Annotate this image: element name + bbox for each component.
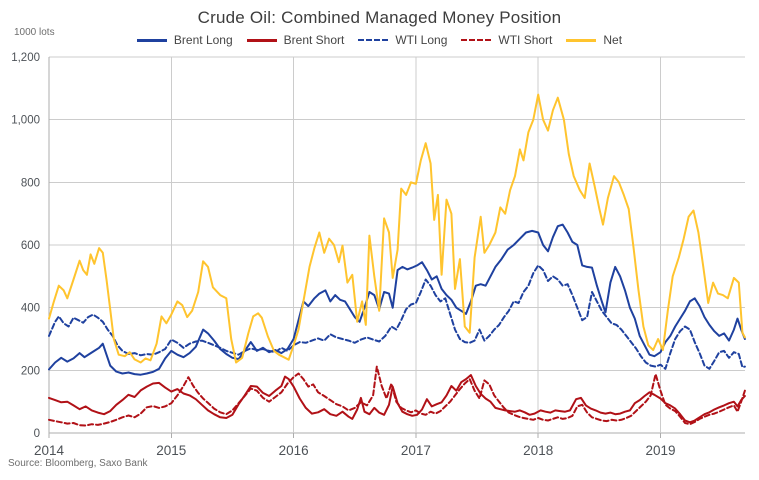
x-tick-label: 2018: [523, 443, 553, 458]
x-tick-label: 2016: [279, 443, 309, 458]
series-line-wti-short: [48, 365, 746, 427]
y-tick-label: 1,200: [11, 52, 40, 64]
source-note: Source: Bloomberg, Saxo Bank: [8, 458, 148, 469]
x-tick-label: 2015: [156, 443, 186, 458]
dashed-line-swatch-icon: [358, 39, 389, 41]
legend-item-brent-long: Brent Long: [136, 33, 233, 47]
legend-label: Net: [603, 33, 623, 47]
legend-label: WTI Short: [498, 33, 553, 47]
legend-label: WTI Long: [395, 33, 448, 47]
series-line-brent-short: [48, 374, 746, 424]
dashed-line-swatch-icon: [461, 39, 492, 41]
legend-item-wti-long: WTI Long: [358, 33, 447, 47]
legend: Brent Long Brent Short WTI Long WTI Short Ne…: [0, 33, 759, 47]
y-tick-label: 0: [34, 428, 40, 440]
series-line-wti-long: [48, 264, 746, 370]
solid-line-swatch-icon: [246, 38, 277, 42]
y-tick-label: 400: [21, 303, 40, 315]
solid-line-swatch-icon: [566, 38, 597, 42]
series-line-net: [48, 93, 746, 364]
y-tick-label: 800: [21, 177, 40, 189]
legend-label: Brent Long: [173, 33, 233, 47]
series-line-brent-long: [48, 223, 746, 376]
legend-item-wti-short: WTI Short: [461, 33, 552, 47]
solid-line-swatch-icon: [136, 38, 167, 42]
legend-label: Brent Short: [283, 33, 345, 47]
x-tick-label: 2019: [645, 443, 675, 458]
legend-item-net: Net: [566, 33, 622, 47]
y-tick-label: 600: [21, 240, 40, 252]
y-tick-label: 200: [21, 365, 40, 377]
x-tick-label: 2017: [401, 443, 431, 458]
y-axis-unit-label: 1000 lots: [14, 27, 55, 38]
x-tick-label: 2014: [34, 443, 65, 458]
legend-item-brent-short: Brent Short: [246, 33, 345, 47]
y-tick-label: 1,000: [11, 115, 40, 127]
page-title: Crude Oil: Combined Managed Money Positi…: [197, 8, 562, 27]
